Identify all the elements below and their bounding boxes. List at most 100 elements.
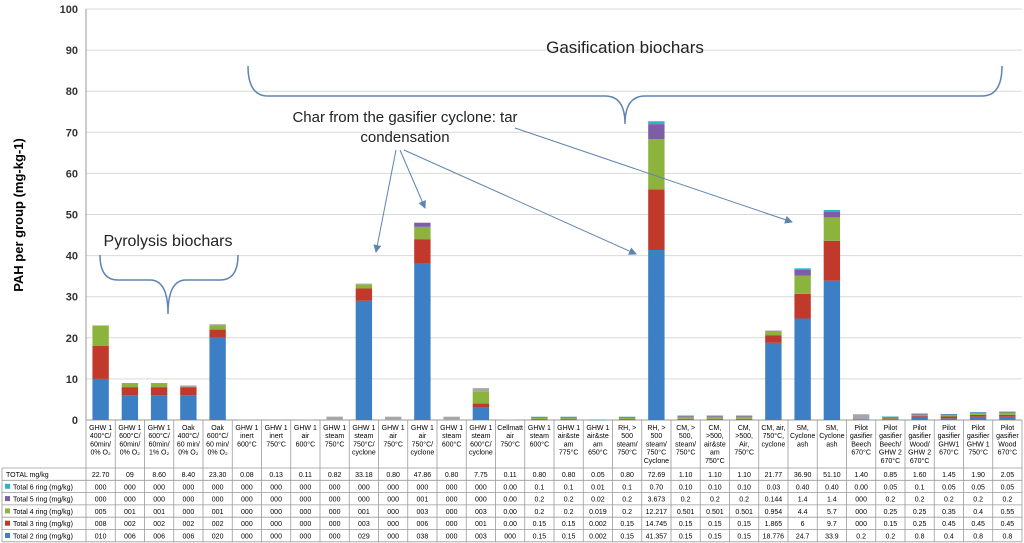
bar-segment-unassigned	[443, 416, 460, 420]
table-cell: 000	[855, 521, 867, 528]
table-cell: 0.15	[737, 534, 751, 541]
category-label: CM, >500, air&ste am 750°C	[704, 425, 726, 465]
table-cell: 000	[358, 497, 370, 504]
y-tick-label: 100	[60, 4, 78, 16]
table-cell: 0.15	[562, 521, 576, 528]
table-cell: 020	[212, 534, 224, 541]
bar-segment	[940, 414, 958, 415]
bar-segment-unassigned	[765, 330, 782, 332]
bar-segment	[560, 419, 577, 420]
bar-segment	[531, 417, 548, 418]
bar-segment	[940, 418, 958, 420]
table-cell: 0.15	[708, 534, 722, 541]
table-cell: 0.15	[679, 521, 693, 528]
bar-segment	[794, 293, 811, 319]
category-label: CM, >500, steam/750°C	[675, 425, 696, 457]
table-cell: 1.60	[913, 472, 927, 479]
pyrolysis-label: Pyrolysis biochars	[104, 233, 233, 250]
table-cell: 0.00	[503, 521, 517, 528]
table-cell: 0.05	[591, 472, 605, 479]
table-cell: 000	[95, 484, 107, 491]
table-cell: 000	[329, 534, 341, 541]
table-cell: 0.15	[708, 521, 722, 528]
category-label: SM, Cyclone ash	[790, 425, 815, 448]
bar-segment	[999, 416, 1016, 420]
bar-segment	[121, 395, 139, 420]
table-cell: 0.15	[620, 534, 634, 541]
table-row-label: Total 2 ring (mg/kg)	[13, 534, 73, 541]
arrow-to-steam-cyclone	[373, 149, 397, 253]
table-cell: 001	[124, 509, 136, 516]
table-cell: 12.217	[646, 509, 668, 516]
table-cell: 000	[241, 484, 253, 491]
table-cell: 1.4	[827, 497, 837, 504]
bar-segment	[794, 269, 811, 276]
legend-swatch	[5, 508, 10, 514]
category-label: Pilot gasifier GHW1 670°C	[938, 425, 961, 457]
bar-segment	[150, 387, 168, 396]
table-cell: 0.2	[739, 497, 749, 504]
table-cell: 1.45	[942, 472, 956, 479]
bar-segment-unassigned	[238, 419, 256, 421]
bar-segment	[677, 415, 694, 417]
category-label: Pilot gasifier Wood/GHW 2 670°C	[908, 425, 931, 465]
table-cell: 0.80	[386, 472, 400, 479]
category-label: GHW 1 steam 600°C/cyclone	[469, 425, 493, 457]
category-labels: GHW 1 400°C/60min/0% O₂ GHW 1 600°C/60min/0…	[89, 425, 1019, 465]
table-cell: 003	[358, 521, 370, 528]
bar-segment	[911, 414, 928, 416]
bar-segment	[911, 415, 928, 417]
bar-segment-unassigned	[180, 385, 197, 388]
table-cell: 0.501	[735, 509, 753, 516]
y-tick-label: 30	[66, 292, 78, 304]
table-cell: 0.00	[503, 484, 517, 491]
category-label: GHW 1 steam 600°C	[528, 425, 551, 448]
bar-segment-unassigned	[852, 414, 870, 420]
bar-segment	[765, 331, 782, 336]
table-cell: 000	[329, 521, 341, 528]
table-cell: 0.10	[708, 484, 722, 491]
bar-segment	[618, 416, 636, 418]
table-cell: 1.4	[798, 497, 808, 504]
table-cell: 36.90	[794, 472, 812, 479]
table-cell: 000	[446, 534, 458, 541]
bar-segment	[531, 417, 548, 419]
table-cell: 006	[417, 521, 429, 528]
table-cell: 0.55	[1001, 509, 1015, 516]
bar-series	[92, 121, 1016, 421]
table-cell: 001	[358, 509, 370, 516]
table-cell: 001	[153, 509, 165, 516]
table-cell: 72.69	[648, 472, 666, 479]
table-cell: 000	[475, 497, 487, 504]
bar-segment-unassigned	[501, 419, 519, 421]
bar-segment	[414, 226, 431, 240]
table-cell: 000	[241, 497, 253, 504]
table-row-label: Total 5 ring (mg/kg)	[13, 497, 73, 504]
table-cell: 000	[387, 497, 399, 504]
table-cell: 0.2	[622, 497, 632, 504]
table-cell: 0.2	[681, 497, 691, 504]
bar-segment	[648, 189, 665, 251]
table-cell: 0.2	[973, 497, 983, 504]
table-cell: 2.05	[1001, 472, 1015, 479]
bar-segment	[209, 325, 226, 330]
table-cell: 1.10	[737, 472, 751, 479]
table-cell: 001	[212, 509, 224, 516]
table-cell: 0.501	[706, 509, 724, 516]
bar-segment-unassigned	[355, 283, 373, 285]
category-label: Oak 400°C/60 min/0% O₂	[177, 425, 200, 457]
table-cell: 0.45	[1001, 521, 1015, 528]
category-label: RH, >500 steam/750°C Cyclone	[644, 425, 669, 465]
table-cell: 000	[300, 521, 312, 528]
table-cell: 0.2	[710, 497, 720, 504]
table-cell: 000	[475, 484, 487, 491]
table-cell: 1.10	[679, 472, 693, 479]
bar-segment	[706, 416, 724, 419]
y-tick-label: 90	[66, 45, 78, 57]
bar-segment-unassigned	[326, 416, 343, 420]
bar-segment-unassigned	[472, 388, 490, 392]
table-cell: 0.15	[884, 521, 898, 528]
bar-segment	[969, 412, 987, 414]
category-label: Pilot gasifier Beech 670°C	[850, 425, 873, 457]
